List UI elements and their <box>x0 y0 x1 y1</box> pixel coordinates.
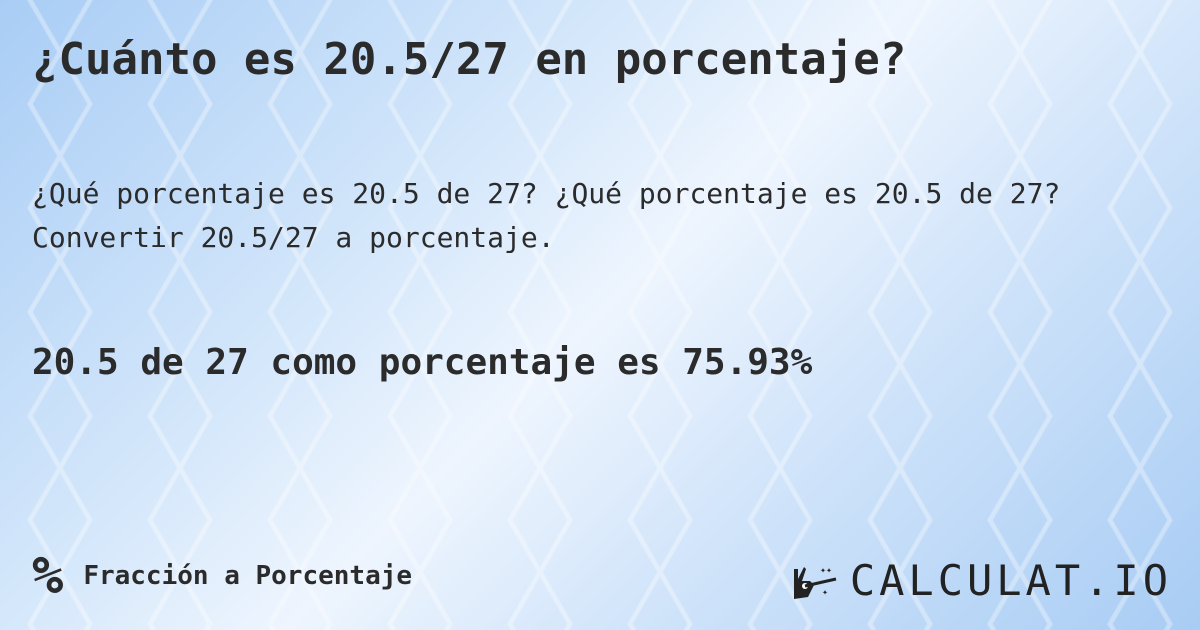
result-text: 20.5 de 27 como porcentaje es 75.93% <box>32 342 813 383</box>
magic-hand-wand-icon: ✦✦ ✦ <box>793 565 837 599</box>
category-label: Fracción a Porcentaje <box>83 561 413 591</box>
logo-text: CALCULAT.IO <box>849 556 1172 605</box>
percent-icon: % <box>32 546 64 606</box>
logo[interactable]: ✦✦ ✦ CALCULAT.IO <box>790 556 1172 605</box>
svg-text:✦✦: ✦✦ <box>820 565 832 576</box>
page-title: ¿Cuánto es 20.5/27 en porcentaje? <box>32 34 907 85</box>
category-link[interactable]: % Fracción a Porcentaje <box>32 550 412 602</box>
description: ¿Qué porcentaje es 20.5 de 27? ¿Qué porc… <box>32 177 1061 254</box>
svg-text:✦: ✦ <box>822 587 828 598</box>
